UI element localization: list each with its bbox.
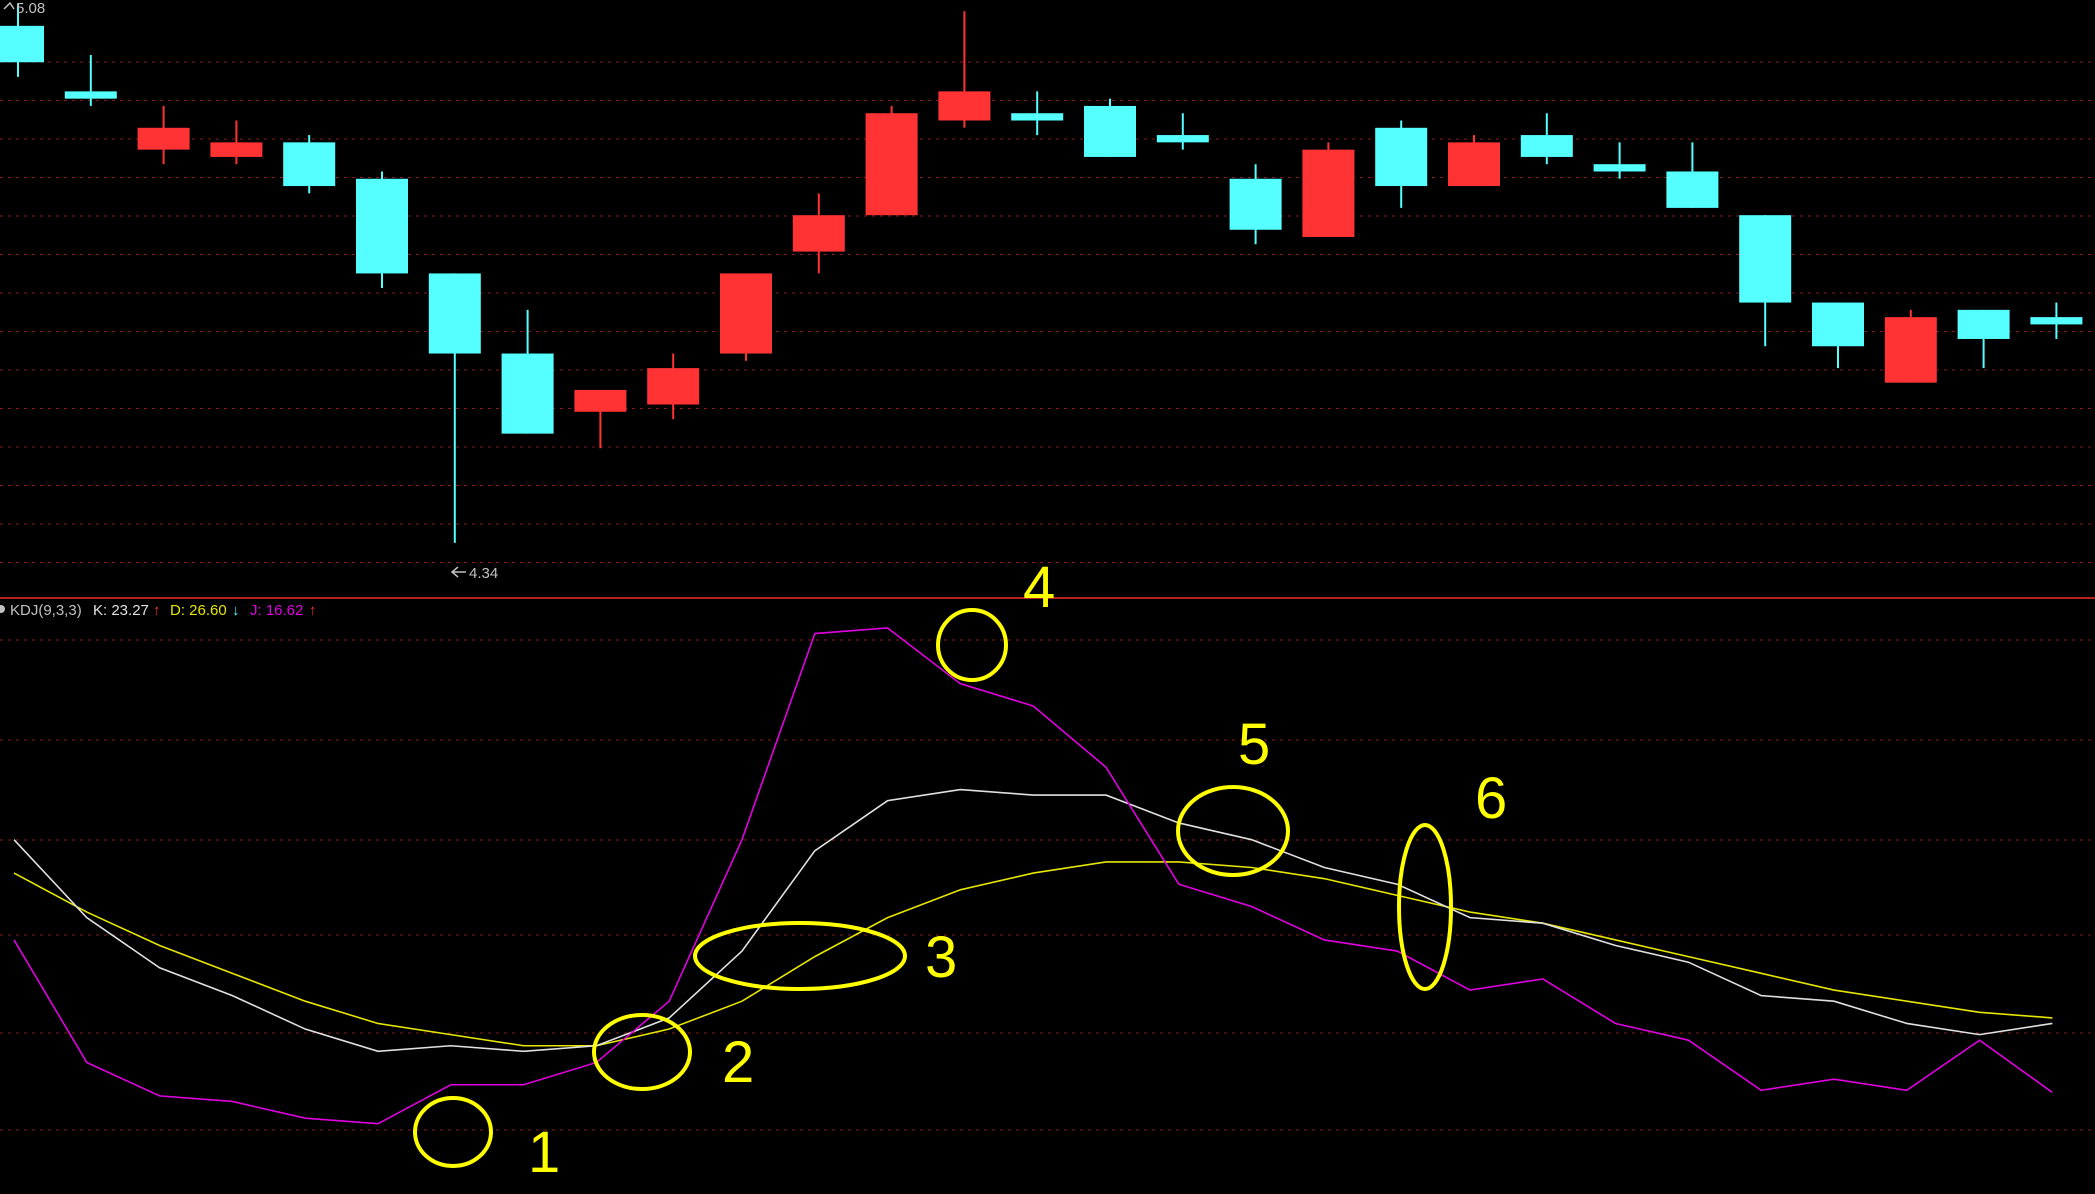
- candle: [356, 171, 408, 288]
- candle-body: [574, 389, 627, 412]
- candle-body: [428, 273, 481, 354]
- candle-body: [2030, 317, 2083, 325]
- candle-body: [1957, 309, 2010, 339]
- candle-body: [356, 178, 408, 274]
- candle-body: [1593, 164, 1646, 172]
- k-arrow-icon: ↑: [153, 602, 161, 619]
- candle-body: [1229, 178, 1282, 230]
- candle: [865, 105, 918, 216]
- candle: [720, 273, 772, 361]
- low-price-marker: 4.34: [450, 565, 498, 582]
- candle: [938, 11, 991, 128]
- indicator-dot-icon: [0, 605, 5, 613]
- candle-body: [64, 91, 117, 99]
- candle: [1011, 91, 1064, 136]
- candle: [1448, 135, 1500, 187]
- candle-body: [137, 127, 190, 150]
- kdj-name: KDJ(9,3,3): [10, 602, 82, 619]
- annotation-ellipse-1: [413, 1096, 493, 1168]
- candle-body: [1011, 113, 1064, 121]
- candlestick-series: [0, 4, 2083, 543]
- low-price-label: 4.34: [469, 565, 498, 582]
- candle: [210, 120, 263, 165]
- annotation-6: 6: [1397, 766, 1507, 991]
- candle: [1229, 164, 1282, 245]
- candle-body: [283, 142, 336, 187]
- candle: [1739, 215, 1792, 347]
- j-arrow-icon: ↑: [309, 602, 317, 619]
- k-line: [13, 788, 2053, 1053]
- candle: [501, 309, 554, 434]
- candle-body: [1520, 135, 1573, 157]
- candle: [1957, 309, 2010, 369]
- candle-body: [938, 91, 991, 121]
- candle: [1593, 142, 1646, 179]
- annotation-number-6: 6: [1475, 766, 1507, 831]
- d-value-label: D: 26.60: [170, 602, 227, 619]
- candle: [1666, 142, 1719, 208]
- candle-body: [501, 353, 554, 434]
- candle-body: [1666, 171, 1719, 208]
- candle-body: [1302, 149, 1355, 238]
- kdj-panel-gridlines: [0, 639, 2095, 1131]
- candle: [137, 105, 190, 165]
- annotation-ellipse-3: [693, 921, 907, 991]
- j-line: [13, 627, 2053, 1125]
- candle-body: [865, 113, 918, 216]
- candle-body: [1812, 302, 1864, 347]
- annotation-4: 4: [936, 555, 1055, 682]
- candle: [1812, 302, 1864, 369]
- candle-body: [1375, 127, 1428, 187]
- k-value-label: K: 23.27: [93, 602, 149, 619]
- high-price-marker: 5.08: [3, 0, 45, 17]
- annotation-1: 1: [413, 1096, 560, 1185]
- candle: [1084, 98, 1136, 157]
- candle: [1156, 113, 1209, 150]
- candle: [2030, 302, 2083, 339]
- candle: [64, 54, 117, 106]
- candle-body: [1448, 142, 1500, 187]
- candle: [647, 353, 700, 420]
- annotation-ellipse-2: [592, 1013, 692, 1091]
- kdj-header: KDJ(9,3,3) K: 23.27 ↑ D: 26.60 ↓ J: 16.6…: [0, 602, 317, 619]
- candle: [1302, 142, 1355, 238]
- candle: [1375, 120, 1428, 208]
- annotation-ellipse-6: [1397, 823, 1453, 991]
- d-line: [13, 861, 2053, 1047]
- candle-body: [0, 25, 44, 63]
- d-arrow-icon: ↓: [232, 602, 240, 619]
- candle-body: [792, 215, 845, 252]
- annotation-number-1: 1: [528, 1120, 560, 1185]
- annotation-number-5: 5: [1238, 712, 1270, 777]
- candle-body: [647, 368, 700, 405]
- annotation-number-3: 3: [925, 925, 957, 990]
- j-value-label: J: 16.62: [250, 602, 303, 619]
- candle-body: [720, 273, 772, 354]
- candle: [0, 4, 44, 77]
- annotation-number-4: 4: [1023, 555, 1055, 620]
- candle-body: [1739, 215, 1792, 303]
- candle: [1884, 309, 1937, 383]
- candle: [574, 389, 627, 449]
- annotation-2: 2: [592, 1013, 754, 1095]
- annotation-number-2: 2: [722, 1030, 754, 1095]
- candle-body: [1084, 105, 1136, 157]
- annotation-ellipse-4: [936, 608, 1008, 682]
- candle-body: [1884, 317, 1937, 383]
- candle-body: [210, 142, 263, 157]
- candle: [283, 135, 336, 194]
- annotation-ellipse-5: [1176, 785, 1290, 877]
- candle: [792, 193, 845, 274]
- annotation-3: 3: [693, 921, 957, 991]
- annotation-5: 5: [1176, 712, 1290, 877]
- high-price-label: 5.08: [16, 0, 45, 17]
- candle: [1520, 113, 1573, 165]
- candle-body: [1156, 135, 1209, 143]
- candle: [428, 273, 481, 543]
